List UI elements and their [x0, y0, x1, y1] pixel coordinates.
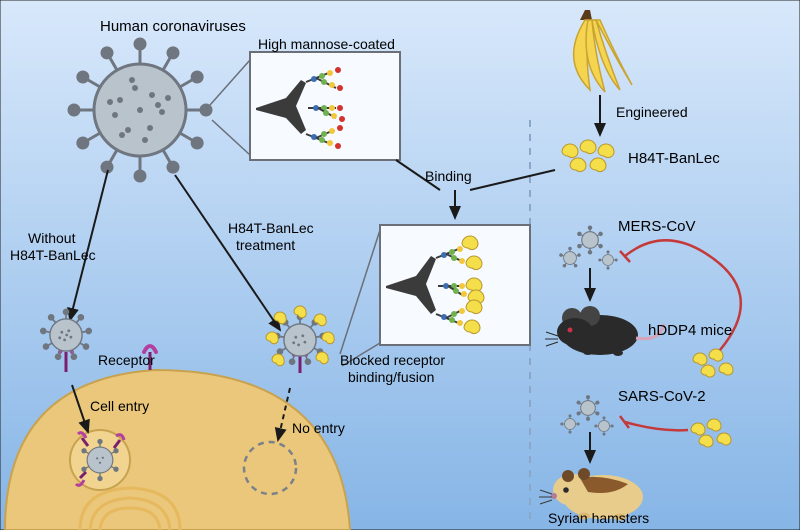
label-without: Without — [28, 230, 75, 246]
lectins-hamster — [691, 419, 731, 447]
label-human-coronaviruses: Human coronaviruses — [100, 18, 246, 35]
label-receptor: Receptor — [98, 352, 155, 368]
label-cell-entry: Cell entry — [90, 398, 149, 414]
mannose-inset-box — [210, 52, 400, 160]
label-h84t: H84T-BanLec — [628, 150, 720, 167]
mouse — [545, 306, 664, 356]
arrow-without — [70, 170, 108, 320]
coronavirus-large — [69, 39, 211, 181]
inhibit-sars — [625, 422, 688, 430]
label-hamsters: Syrian hamsters — [548, 510, 649, 526]
binding-arrows — [396, 160, 555, 218]
label-mice: hDDP4 mice — [648, 322, 732, 339]
banlec-cluster — [562, 140, 614, 172]
mers-viruses — [559, 226, 617, 269]
label-treatment1: H84T-BanLec — [228, 220, 314, 236]
sars-viruses — [561, 396, 613, 436]
label-blocked2: binding/fusion — [348, 369, 434, 385]
label-no-entry: No entry — [292, 420, 345, 436]
binding-inset-box — [380, 225, 530, 345]
label-mannose: High mannose-coated — [258, 36, 395, 52]
label-without2: H84T-BanLec — [10, 247, 96, 263]
label-treatment2: treatment — [236, 237, 295, 253]
zoom-line — [340, 230, 380, 354]
banana-bunch — [574, 10, 632, 92]
label-blocked1: Blocked receptor — [340, 352, 445, 368]
label-mers: MERS-CoV — [618, 218, 696, 235]
label-engineered: Engineered — [616, 104, 688, 120]
label-sars: SARS-CoV-2 — [618, 388, 706, 405]
lectins-mouse — [693, 349, 733, 377]
label-binding: Binding — [425, 168, 472, 184]
cell — [5, 370, 350, 530]
